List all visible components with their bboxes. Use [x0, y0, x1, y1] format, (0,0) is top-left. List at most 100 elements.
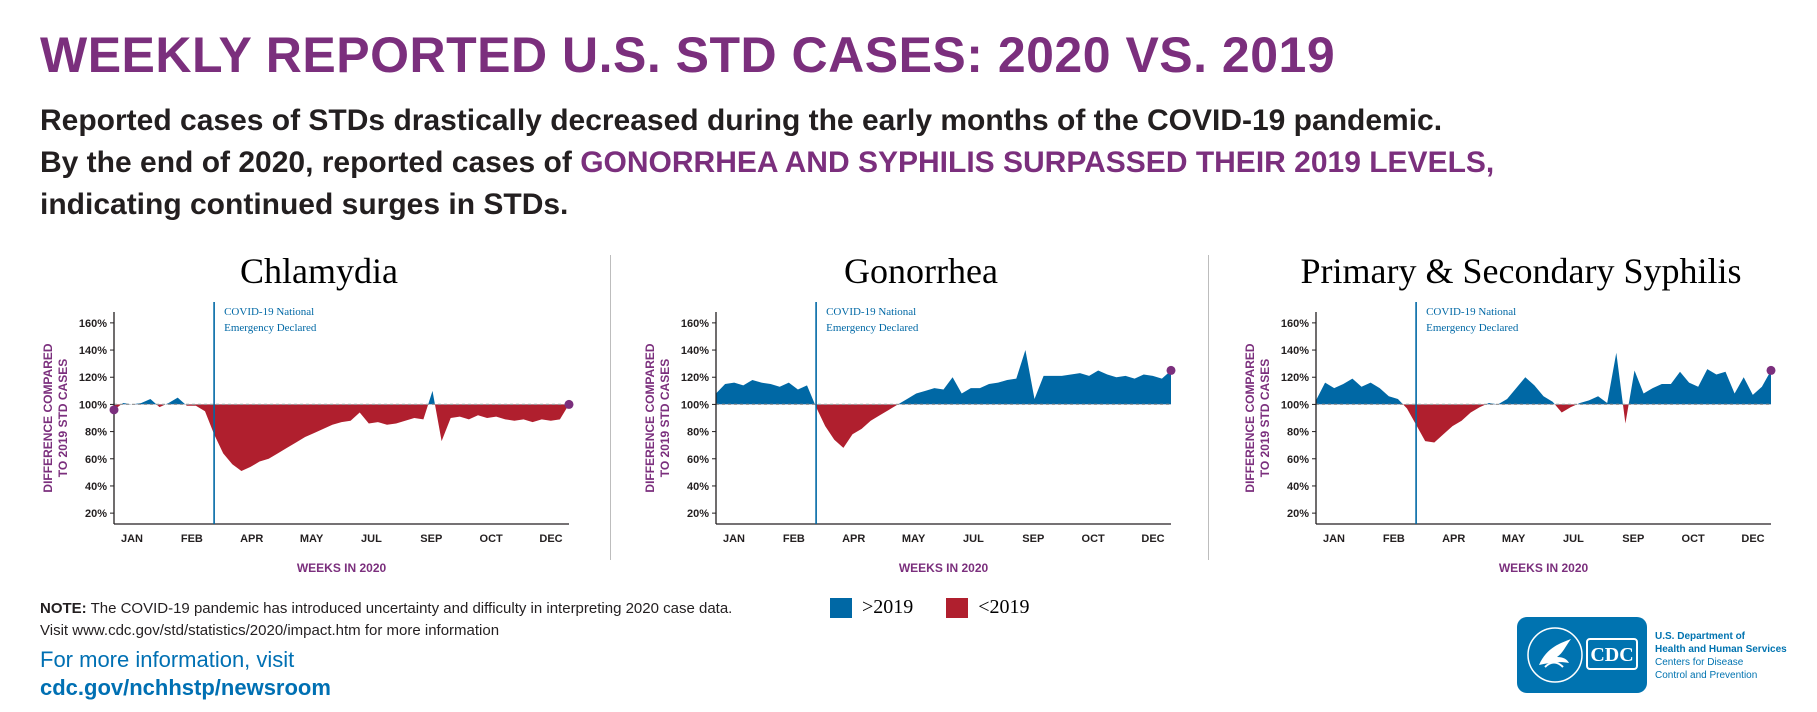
- y-tick-label: 80%: [85, 427, 107, 439]
- y-axis-label: TO 2019 STD CASES: [658, 359, 672, 478]
- legend-swatch-above: [830, 598, 852, 619]
- legend-swatch-below: [946, 598, 969, 619]
- x-tick-label: SEP: [1022, 533, 1044, 545]
- y-tick-label: 20%: [1287, 508, 1309, 520]
- note-text: The COVID-19 pandemic has introduced unc…: [90, 600, 733, 617]
- y-axis-label: TO 2019 STD CASES: [56, 359, 70, 478]
- endpoint-marker: [109, 405, 119, 415]
- y-axis-label: TO 2019 STD CASES: [1258, 359, 1272, 478]
- eagle-icon: CDC: [1527, 627, 1638, 683]
- y-tick-label: 140%: [79, 345, 107, 357]
- y-tick-label: 20%: [687, 508, 709, 520]
- chart-title: Chlamydia: [240, 251, 398, 291]
- legend-item-above: >2019: [830, 596, 913, 619]
- y-tick-label: 140%: [681, 345, 709, 357]
- page-title: WEEKLY REPORTED U.S. STD CASES: 2020 VS.…: [40, 27, 1336, 83]
- y-axis-label: DIFFERENCE COMPARED: [41, 343, 55, 492]
- x-axis-label: WEEKS IN 2020: [1499, 561, 1589, 575]
- panel-divider: [1208, 255, 1209, 560]
- chart-title: Gonorrhea: [844, 251, 998, 291]
- y-tick-label: 60%: [1287, 454, 1309, 466]
- area-below-2019: [114, 404, 569, 471]
- legend-item-below: <2019: [946, 596, 1030, 619]
- note: NOTE: The COVID-19 pandemic has introduc…: [40, 598, 732, 642]
- covid-annotation-text: Emergency Declared: [826, 322, 919, 334]
- subtitle: Reported cases of STDs drastically decre…: [40, 100, 1640, 226]
- legend: >2019 <2019: [830, 596, 1058, 619]
- area-above-2019: [114, 390, 569, 405]
- area-above-2019: [716, 350, 1171, 405]
- chart-title: Primary & Secondary Syphilis: [1300, 251, 1742, 291]
- y-tick-label: 20%: [85, 508, 107, 520]
- covid-annotation-text: COVID-19 National: [1426, 306, 1516, 318]
- covid-annotation-text: Emergency Declared: [1426, 322, 1519, 334]
- hhs-cdc-logo: CDC: [1517, 617, 1647, 693]
- hhs-line-1: U.S. Department of: [1655, 631, 1746, 642]
- x-axis-label: WEEKS IN 2020: [899, 561, 989, 575]
- x-tick-label: JAN: [1323, 533, 1345, 545]
- y-axis-label: DIFFERENCE COMPARED: [643, 343, 657, 492]
- x-tick-label: FEB: [783, 533, 805, 545]
- x-axis-label: WEEKS IN 2020: [297, 561, 387, 575]
- x-tick-label: SEP: [420, 533, 442, 545]
- y-tick-label: 40%: [687, 481, 709, 493]
- more-info-text: For more information, visit: [40, 647, 295, 672]
- x-tick-label: MAY: [300, 533, 324, 545]
- x-tick-label: JAN: [121, 533, 143, 545]
- hhs-line-3: Centers for Disease: [1655, 657, 1744, 668]
- chart-panel-syphilis: Primary & Secondary Syphilis 160% 140% 120…: [1236, 250, 1806, 580]
- y-tick-label: 140%: [1281, 345, 1309, 357]
- y-tick-label: 100%: [79, 399, 107, 411]
- subtitle-line-3: indicating continued surges in STDs.: [40, 188, 569, 221]
- endpoint-marker: [564, 399, 574, 409]
- y-tick-label: 160%: [1281, 318, 1309, 330]
- subtitle-line-2: By the end of 2020, reported cases of GO…: [40, 142, 1640, 184]
- chart-svg: 160% 140% 120% 100% 80% 60% 40% 20% JAN FEB APR MAY…: [41, 302, 574, 575]
- x-tick-label: FEB: [1383, 533, 1405, 545]
- x-tick-label: DEC: [1741, 533, 1764, 545]
- y-tick-label: 160%: [79, 318, 107, 330]
- chart-svg: 160% 140% 120% 100% 80% 60% 40% 20% JAN FEB APR MAY…: [1243, 302, 1776, 575]
- chart-panel-gonorrhea: Gonorrhea 160% 140% 120% 100% 80% 60% 40% 20% JA…: [636, 250, 1206, 580]
- x-tick-label: SEP: [1622, 533, 1644, 545]
- chart-panel-chlamydia: Chlamydia 160% 140% 120% 100% 80% 60% 40% 20% JA…: [34, 250, 604, 580]
- x-tick-label: MAY: [902, 533, 926, 545]
- y-tick-label: 120%: [1281, 372, 1309, 384]
- x-tick-label: JAN: [723, 533, 745, 545]
- endpoint-marker: [1766, 365, 1776, 375]
- covid-annotation-text: Emergency Declared: [224, 322, 317, 334]
- chart-svg: 160% 140% 120% 100% 80% 60% 40% 20% JAN FEB APR MAY…: [643, 302, 1176, 575]
- x-tick-label: MAY: [1502, 533, 1526, 545]
- y-tick-label: 100%: [1281, 399, 1309, 411]
- cdc-logo-text: CDC: [1590, 644, 1633, 666]
- note-text-2: Visit www.cdc.gov/std/statistics/2020/im…: [40, 622, 500, 639]
- subtitle-line-1: Reported cases of STDs drastically decre…: [40, 104, 1443, 137]
- y-tick-label: 160%: [681, 318, 709, 330]
- covid-annotation-text: COVID-19 National: [826, 306, 916, 318]
- y-tick-label: 120%: [79, 372, 107, 384]
- x-tick-label: JUL: [1563, 533, 1584, 545]
- subtitle-line-2-pre: By the end of 2020, reported cases of: [40, 146, 581, 179]
- x-tick-label: FEB: [181, 533, 203, 545]
- x-tick-label: OCT: [480, 533, 504, 545]
- x-tick-label: OCT: [1082, 533, 1106, 545]
- y-tick-label: 60%: [85, 454, 107, 466]
- y-tick-label: 60%: [687, 454, 709, 466]
- hhs-line-4: Control and Prevention: [1655, 670, 1758, 681]
- x-tick-label: DEC: [539, 533, 562, 545]
- more-info: For more information, visit cdc.gov/nchh…: [40, 646, 331, 702]
- legend-label-above: >2019: [862, 596, 914, 618]
- area-below-2019: [1403, 404, 1629, 443]
- note-label: NOTE:: [40, 600, 87, 617]
- y-tick-label: 40%: [85, 481, 107, 493]
- newsroom-link[interactable]: cdc.gov/nchhstp/newsroom: [40, 675, 331, 700]
- area-above-2019: [1316, 352, 1771, 405]
- x-tick-label: DEC: [1141, 533, 1164, 545]
- panel-divider: [610, 255, 611, 560]
- hhs-line-2: Health and Human Services: [1655, 644, 1787, 655]
- endpoint-marker: [1166, 365, 1176, 375]
- y-tick-label: 100%: [681, 399, 709, 411]
- y-tick-label: 80%: [687, 427, 709, 439]
- x-tick-label: JUL: [963, 533, 984, 545]
- y-axis-label: DIFFERENCE COMPARED: [1243, 343, 1257, 492]
